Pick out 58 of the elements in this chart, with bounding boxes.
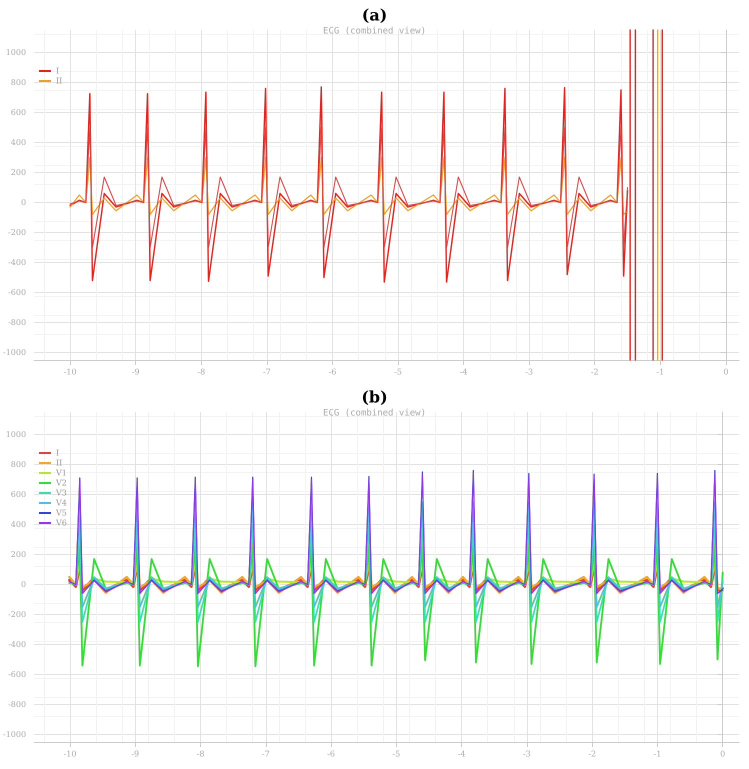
y-tick-label: 800 [10,460,26,469]
y-tick-label: -1000 [3,730,26,739]
y-tick-label: 400 [10,520,26,529]
x-tick-label: -1 [654,750,662,758]
x-tick-label: -7 [262,750,270,758]
y-tick-label: -800 [8,700,26,709]
x-tick-label: -2 [590,368,599,376]
y-tick-label: -800 [8,318,26,327]
y-tick-label: 400 [10,138,26,147]
legend-label: II [56,458,62,468]
x-tick-label: 0 [720,750,726,758]
y-tick-label: 1000 [6,430,26,439]
y-tick-label: -600 [8,670,26,679]
y-tick-label: -400 [8,640,26,649]
y-tick-label: -600 [8,288,26,297]
legend-label: V6 [55,518,67,528]
y-tick-label: 800 [10,78,26,87]
x-tick-label: -10 [64,750,76,758]
y-tick-label: -200 [8,228,26,237]
x-tick-label: -3 [522,750,531,758]
x-tick-label: -6 [328,368,336,376]
x-tick-label: -1 [656,368,664,376]
x-tick-label: 0 [723,368,728,376]
y-tick-label: -1000 [3,348,26,357]
legend-label: V5 [55,508,67,518]
x-tick-label: -7 [262,368,271,376]
legend-label: I [56,448,60,458]
chart-title: (a) [362,6,388,24]
x-tick-label: -8 [196,750,204,758]
legend-label: V3 [55,488,67,498]
x-tick-label: -4 [460,368,468,376]
x-tick-label: -3 [525,368,534,376]
y-tick-label: 0 [20,580,26,589]
legend-label: II [56,76,62,86]
chart-subtitle: ECG (combined view) [323,408,426,418]
legend-label: V2 [55,478,67,488]
y-tick-label: 200 [10,550,26,559]
x-tick-label: -9 [131,750,140,758]
y-tick-label: 1000 [6,48,26,57]
y-tick-label: -400 [8,258,26,267]
x-tick-label: -6 [327,750,335,758]
chart-subtitle: ECG (combined view) [323,26,426,36]
chart-title: (b) [361,388,388,406]
x-tick-label: -2 [588,750,596,758]
legend-label: V4 [55,498,67,508]
x-tick-label: -4 [458,750,466,758]
y-tick-label: -200 [8,610,26,619]
x-tick-label: -5 [392,750,400,758]
x-tick-label: -8 [197,368,206,376]
legend-label: V1 [55,468,67,478]
y-tick-label: 200 [10,168,26,177]
y-tick-label: 0 [20,198,26,207]
x-tick-label: -9 [132,368,140,376]
x-tick-label: -10 [64,368,77,376]
legend-label: I [56,66,60,76]
y-tick-label: 600 [10,108,26,117]
x-tick-label: -5 [394,368,402,376]
y-tick-label: 600 [10,490,26,499]
